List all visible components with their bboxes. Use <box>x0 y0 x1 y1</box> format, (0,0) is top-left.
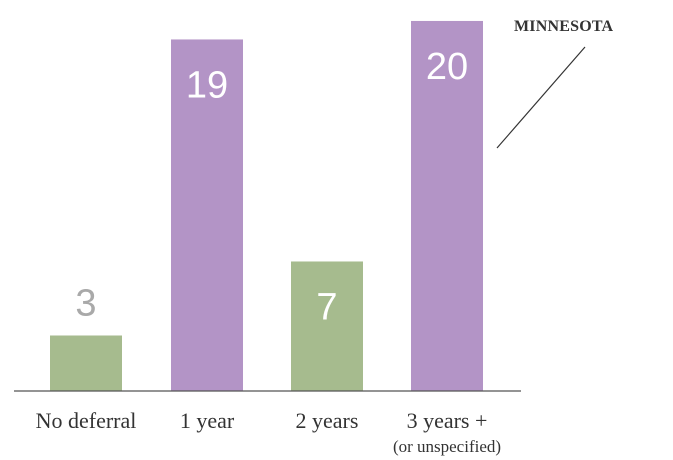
category-label-1: 1 year <box>180 408 235 433</box>
value-label-3: 20 <box>426 46 468 88</box>
bar-3 <box>411 20 483 391</box>
value-labels-group: 3 19 7 20 <box>75 46 468 329</box>
category-label-2: 2 years <box>296 408 359 433</box>
category-label-0: No deferral <box>36 408 137 433</box>
callout-label: MINNESOTA <box>514 18 614 35</box>
callout-leader-line <box>496 46 586 149</box>
category-label-3: 3 years + <box>407 408 488 433</box>
value-label-0: 3 <box>75 282 96 324</box>
value-label-1: 19 <box>186 64 228 106</box>
bar-0 <box>50 335 122 391</box>
value-label-2: 7 <box>316 286 337 328</box>
bar-2 <box>291 261 363 391</box>
bar-1 <box>171 39 243 392</box>
category-labels-group: No deferral 1 year 2 years 3 years + (or uns… <box>36 408 501 456</box>
bars-group <box>50 20 483 392</box>
category-sublabel-3: (or unspecified) <box>393 437 501 456</box>
